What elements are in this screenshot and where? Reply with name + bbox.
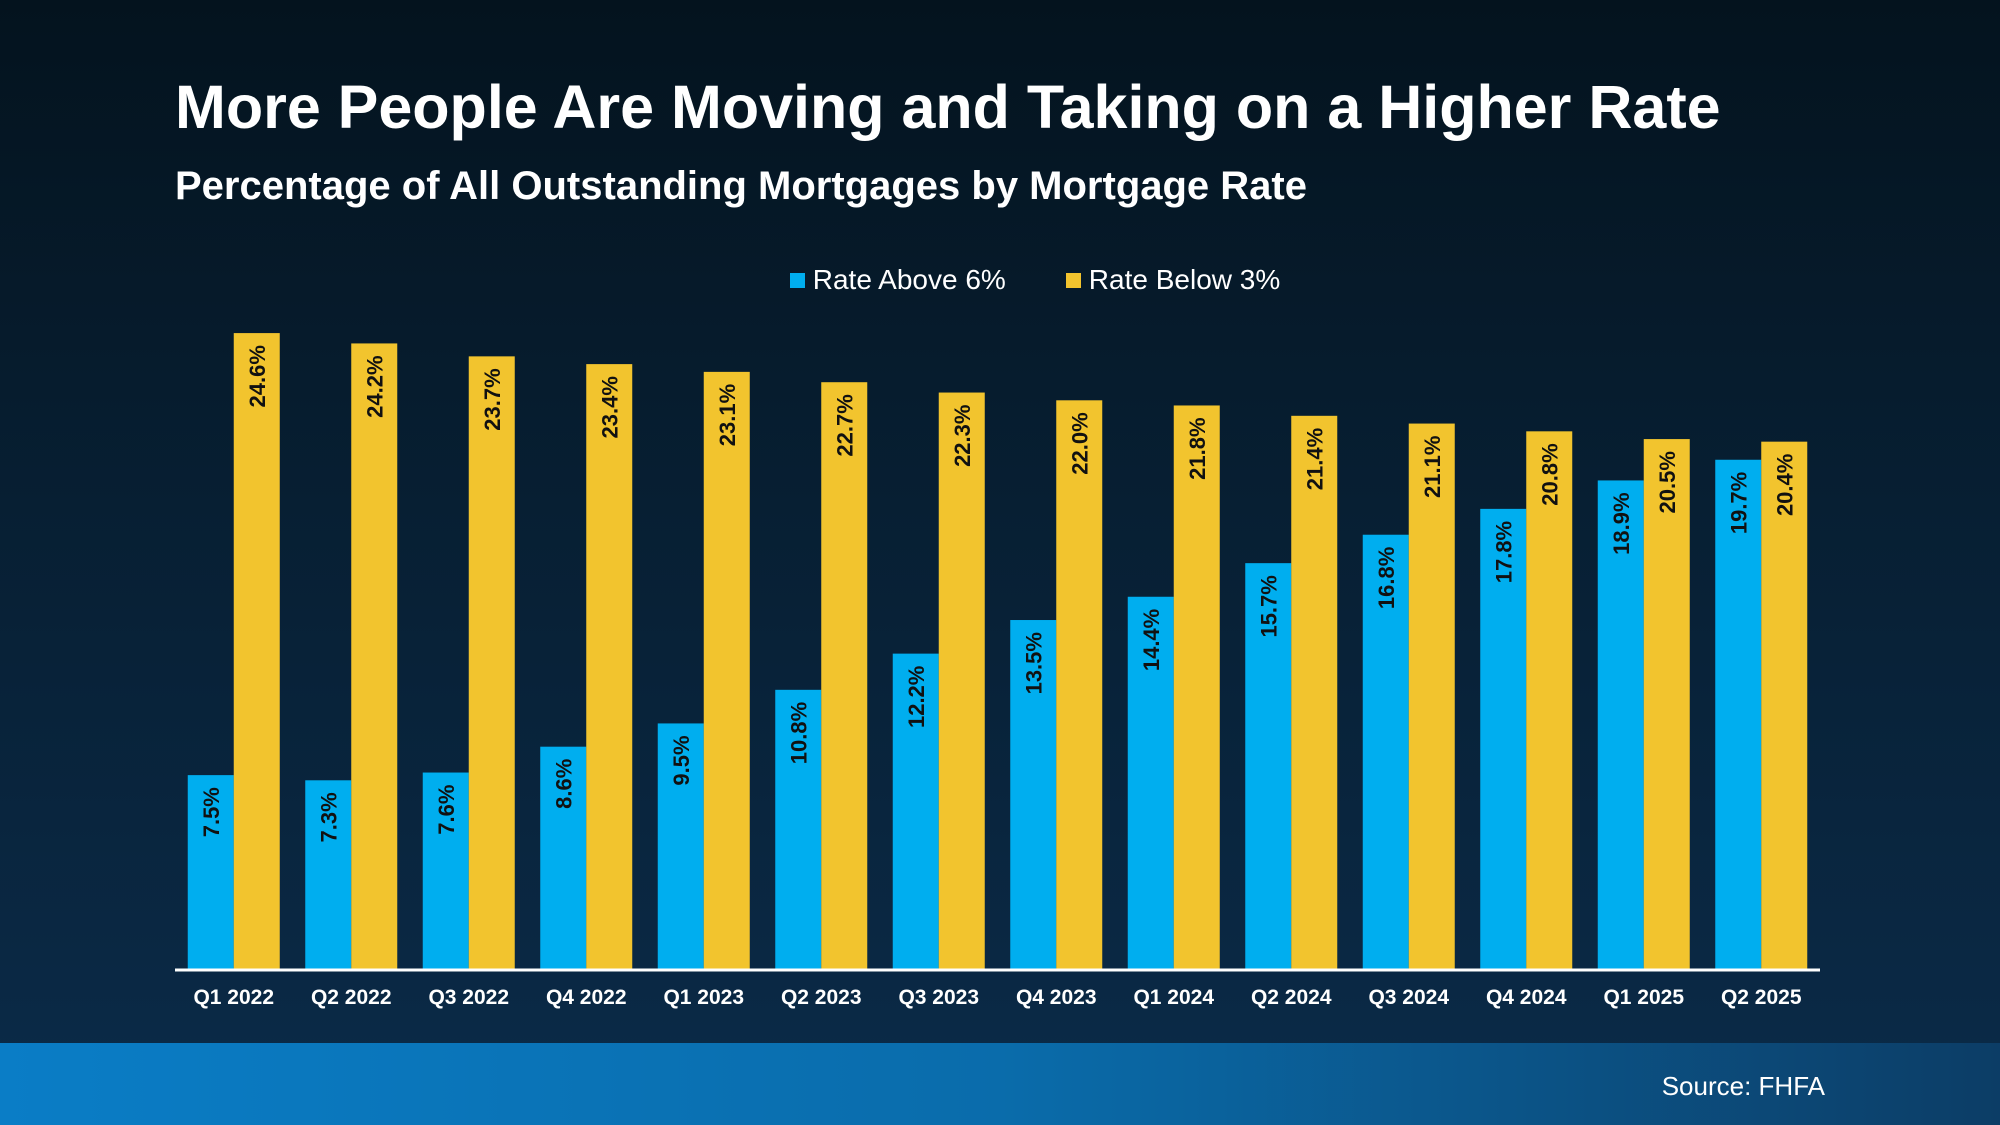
data-label: 18.9% — [1609, 492, 1634, 554]
bar-rate-above-6 — [1362, 534, 1409, 969]
x-tick-label: Q2 2024 — [1251, 986, 1332, 1009]
data-label: 21.1% — [1420, 436, 1445, 498]
data-label: 23.7% — [480, 368, 505, 430]
legend-label: Rate Below 3% — [1088, 264, 1281, 295]
data-label: 12.2% — [904, 666, 929, 728]
data-label: 20.4% — [1772, 454, 1797, 516]
data-label: 22.0% — [1067, 412, 1092, 474]
data-label: 8.6% — [551, 759, 576, 809]
x-tick-label: Q3 2024 — [1368, 986, 1449, 1009]
data-label: 14.4% — [1139, 609, 1164, 671]
bar-rate-above-6 — [657, 723, 704, 969]
bar-rate-below-3 — [1408, 423, 1455, 969]
data-label: 16.8% — [1374, 547, 1399, 609]
data-label: 7.5% — [199, 787, 224, 837]
x-tick-label: Q1 2025 — [1603, 986, 1684, 1009]
bar-rate-below-3 — [586, 364, 633, 969]
bar-rate-below-3 — [1526, 431, 1573, 969]
data-label: 21.4% — [1302, 428, 1327, 490]
data-label: 24.6% — [245, 345, 270, 407]
bar-rate-below-3 — [1761, 441, 1808, 969]
legend-label: Rate Above 6% — [812, 264, 1006, 295]
data-label: 22.7% — [832, 394, 857, 456]
data-label: 13.5% — [1021, 632, 1046, 694]
bar-rate-below-3 — [703, 371, 750, 969]
bar-rate-above-6 — [1480, 508, 1527, 969]
bar-rate-below-3 — [1291, 415, 1338, 969]
x-tick-label: Q2 2023 — [781, 986, 862, 1009]
x-tick-label: Q4 2022 — [546, 986, 627, 1009]
legend: Rate Above 6% Rate Below 3% — [0, 264, 2000, 296]
data-label: 20.5% — [1655, 451, 1680, 513]
chart-title: More People Are Moving and Taking on a H… — [175, 73, 1721, 141]
bar-rate-above-6 — [305, 780, 352, 969]
bar-rate-above-6 — [1715, 459, 1762, 969]
bar-chart: 7.5% 24.6% Q1 2022 7.3% 24.2% Q2 2022 7.6% 23.7… — [187, 333, 1808, 1009]
data-label: 22.3% — [950, 405, 975, 467]
bar-rate-above-6 — [775, 689, 822, 969]
bar-rate-above-6 — [540, 746, 587, 969]
bar-rate-above-6 — [1010, 620, 1057, 969]
bar-rate-above-6 — [187, 775, 234, 969]
data-label: 10.8% — [786, 702, 811, 764]
data-label: 23.1% — [715, 384, 740, 446]
bar-rate-below-3 — [1056, 400, 1103, 969]
legend-item-rate-below-3: Rate Below 3% — [1065, 264, 1281, 296]
x-tick-label: Q3 2023 — [898, 986, 979, 1009]
bar-rate-above-6 — [1597, 480, 1644, 969]
x-tick-label: Q4 2024 — [1486, 986, 1567, 1009]
bar-rate-below-3 — [468, 356, 515, 970]
data-label: 7.6% — [434, 785, 459, 835]
bar-rate-below-3 — [233, 333, 280, 970]
bar-rate-below-3 — [351, 343, 398, 969]
data-label: 9.5% — [669, 735, 694, 785]
chart-subtitle: Percentage of All Outstanding Mortgages … — [175, 164, 1307, 208]
x-tick-label: Q2 2025 — [1721, 986, 1802, 1009]
x-tick-label: Q1 2023 — [663, 986, 744, 1009]
bar-rate-below-3 — [821, 382, 868, 970]
x-tick-label: Q1 2024 — [1133, 986, 1214, 1009]
bar-rate-below-3 — [1173, 405, 1220, 970]
x-tick-label: Q4 2023 — [1016, 986, 1097, 1009]
data-label: 7.3% — [316, 792, 341, 842]
legend-swatch-yellow — [1065, 272, 1081, 288]
bar-rate-above-6 — [1245, 563, 1292, 969]
data-label: 24.2% — [362, 355, 387, 417]
data-label: 17.8% — [1491, 521, 1516, 583]
bar-rate-above-6 — [1127, 596, 1174, 969]
x-tick-label: Q3 2022 — [428, 986, 509, 1009]
legend-swatch-blue — [789, 272, 805, 288]
data-label: 20.8% — [1537, 443, 1562, 505]
bar-rate-above-6 — [422, 772, 469, 969]
data-label: 15.7% — [1256, 575, 1281, 637]
bar-rate-below-3 — [938, 392, 985, 969]
data-label: 19.7% — [1726, 472, 1751, 534]
x-tick-label: Q2 2022 — [311, 986, 392, 1009]
data-label: 23.4% — [597, 376, 622, 438]
x-tick-label: Q1 2022 — [193, 986, 274, 1009]
bar-rate-below-3 — [1643, 439, 1690, 969]
source-label: Source: FHFA — [1661, 1071, 1825, 1101]
legend-item-rate-above-6: Rate Above 6% — [789, 264, 1006, 296]
bar-rate-above-6 — [892, 653, 939, 969]
data-label: 21.8% — [1185, 417, 1210, 479]
footer-band: Source: FHFA — [0, 1043, 2000, 1125]
